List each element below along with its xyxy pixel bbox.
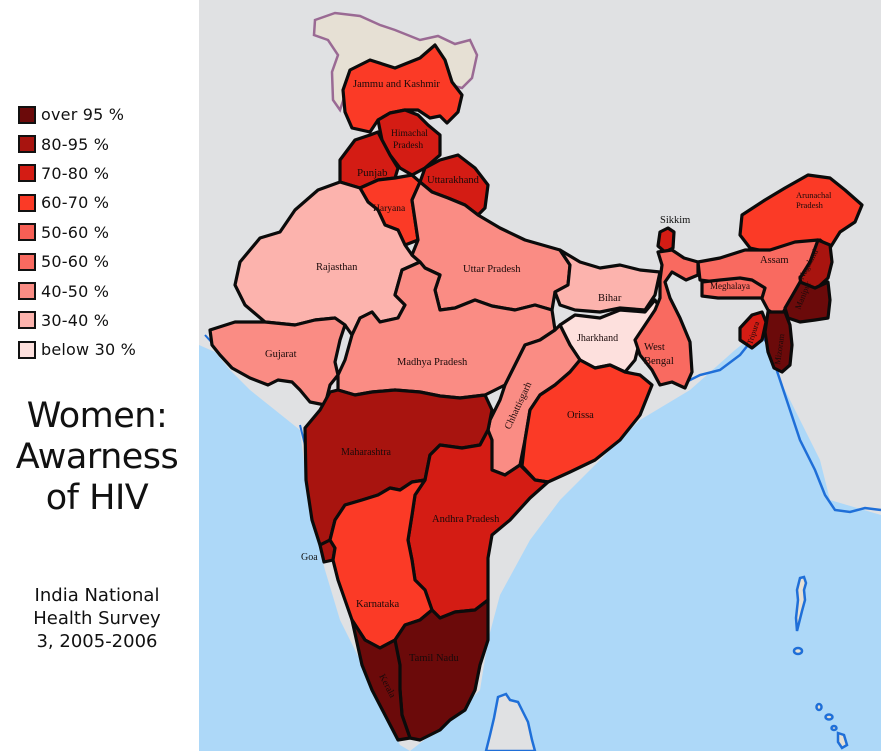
map-title: Women: Awarness of HIV: [0, 396, 194, 519]
label-sikkim: Sikkim: [660, 215, 690, 226]
sri-lanka: [484, 692, 537, 751]
state-meghalaya[interactable]: [700, 276, 767, 300]
legend-label: 80-95 %: [41, 134, 110, 154]
state-mizoram[interactable]: [763, 310, 794, 374]
title-line: Awarness: [15, 437, 179, 477]
legend-label: 50-60 %: [41, 222, 110, 242]
legend-item-below-30: below 30 %: [18, 335, 136, 364]
legend: over 95 % 80-95 % 70-80 % 60-70 % 50-60 …: [18, 100, 136, 365]
legend-item-60-70: 60-70 %: [18, 188, 136, 217]
state-sikkim[interactable]: [656, 226, 676, 254]
andaman-nicobar-islands: [792, 575, 849, 750]
legend-label: 70-80 %: [41, 163, 110, 183]
label-andhra-pradesh: Andhra Pradesh: [432, 514, 500, 525]
legend-swatch: [18, 164, 36, 183]
legend-label: 30-40 %: [41, 310, 110, 330]
label-west-bengal-1: West: [644, 342, 665, 353]
legend-item-over-95: over 95 %: [18, 100, 136, 129]
label-karnataka: Karnataka: [356, 599, 399, 610]
legend-label: 60-70 %: [41, 193, 110, 213]
map-source: India National Health Survey 3, 2005-200…: [0, 584, 194, 653]
legend-label: over 95 %: [41, 105, 125, 125]
label-uttarakhand: Uttarakhand: [427, 175, 480, 186]
legend-item-70-80: 70-80 %: [18, 159, 136, 188]
disputed-region: [312, 11, 479, 113]
legend-panel: over 95 % 80-95 % 70-80 % 60-70 % 50-60 …: [0, 0, 199, 751]
legend-swatch: [18, 252, 36, 271]
state-kerala[interactable]: [350, 618, 412, 742]
legend-label: below 30 %: [41, 340, 137, 360]
label-arunachal-pradesh-2: Pradesh: [796, 200, 824, 210]
label-orissa: Orissa: [567, 410, 594, 421]
label-assam: Assam: [760, 255, 789, 266]
title-line: Women:: [26, 396, 168, 436]
state-tripura[interactable]: [738, 310, 768, 350]
legend-item-80-95: 80-95 %: [18, 129, 136, 158]
legend-swatch: [18, 135, 36, 154]
legend-swatch: [18, 193, 36, 212]
label-bihar: Bihar: [598, 293, 622, 304]
label-mizoram: Mizoram: [772, 333, 786, 366]
state-jammu-kashmir[interactable]: [341, 43, 464, 134]
label-goa: Goa: [301, 552, 318, 563]
label-gujarat: Gujarat: [265, 349, 297, 360]
label-punjab: Punjab: [357, 167, 388, 179]
label-himachal-pradesh-1: Himachal: [391, 129, 428, 139]
label-uttar-pradesh: Uttar Pradesh: [463, 264, 521, 275]
legend-item-40-50: 40-50 %: [18, 276, 136, 305]
state-orissa[interactable]: [520, 358, 654, 484]
label-maharashtra: Maharashtra: [341, 447, 392, 458]
label-west-bengal-2: Bengal: [644, 356, 674, 367]
legend-swatch: [18, 282, 36, 301]
state-manipur[interactable]: [783, 280, 832, 324]
state-bihar[interactable]: [553, 248, 662, 314]
legend-item-30-40: 30-40 %: [18, 306, 136, 335]
source-line: 3, 2005-2006: [36, 631, 158, 652]
label-haryana: Haryana: [373, 204, 406, 214]
label-arunachal-pradesh-1: Arunachal: [796, 190, 832, 200]
legend-swatch: [18, 223, 36, 242]
state-labels: Jammu and Kashmir Himachal Pradesh Punja…: [265, 79, 832, 700]
label-jammu-kashmir: Jammu and Kashmir: [353, 79, 440, 90]
label-himachal-pradesh-2: Pradesh: [393, 141, 423, 151]
title-line: of HIV: [45, 478, 149, 518]
label-rajasthan: Rajasthan: [316, 262, 358, 273]
india-map: Jammu and Kashmir Himachal Pradesh Punja…: [199, 0, 881, 751]
source-line: Health Survey: [33, 608, 161, 629]
label-madhya-pradesh: Madhya Pradesh: [397, 357, 468, 368]
legend-item-50-60-b: 50-60 %: [18, 247, 136, 276]
legend-swatch: [18, 105, 36, 124]
source-line: India National: [34, 585, 160, 606]
state-punjab[interactable]: [338, 130, 400, 190]
label-jharkhand: Jharkhand: [577, 333, 618, 344]
legend-swatch: [18, 340, 36, 359]
legend-swatch: [18, 311, 36, 330]
states: [208, 43, 864, 742]
legend-item-50-60-a: 50-60 %: [18, 218, 136, 247]
label-tamil-nadu: Tamil Nadu: [409, 653, 459, 664]
sea: [199, 330, 881, 751]
legend-label: 40-50 %: [41, 281, 110, 301]
label-meghalaya: Meghalaya: [710, 281, 750, 291]
legend-label: 50-60 %: [41, 252, 110, 272]
